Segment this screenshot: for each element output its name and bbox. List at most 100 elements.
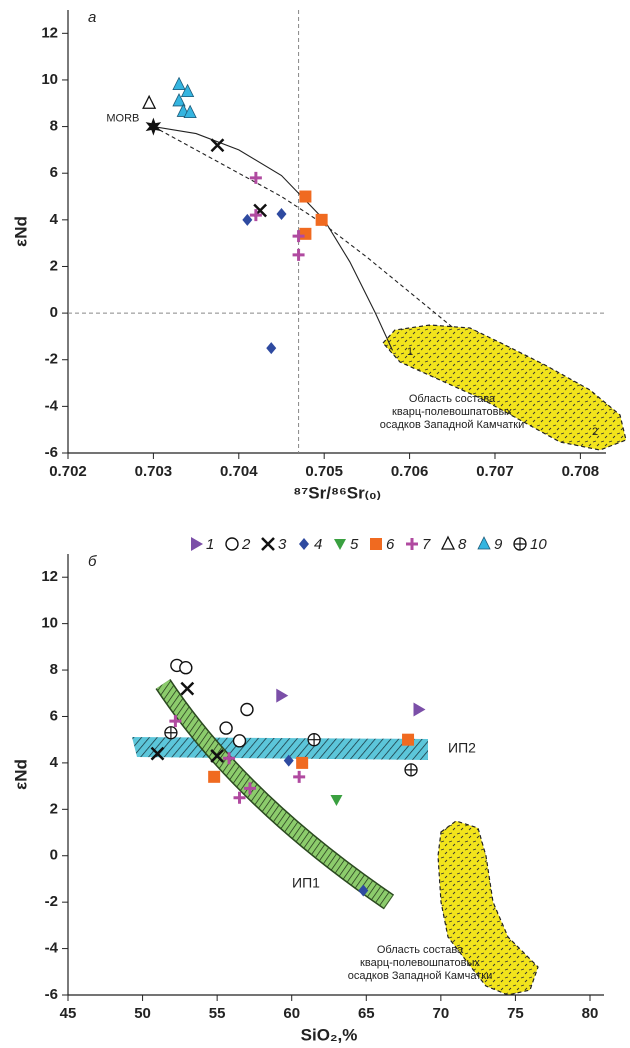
trend-band <box>132 737 428 760</box>
marker-star <box>145 117 162 136</box>
marker-triangle-open <box>142 94 157 109</box>
marker-plus <box>243 782 256 795</box>
region-label: кварц-полевошпатовых <box>392 406 512 418</box>
y-axis-title: εNd <box>11 759 30 790</box>
y-tick-label: 4 <box>50 211 59 228</box>
marker-diamond <box>266 342 277 355</box>
marker-part <box>514 538 526 550</box>
marker-triangle-open <box>440 535 456 550</box>
band-label: ИП1 <box>292 875 320 891</box>
y-tick-label: 0 <box>50 847 58 864</box>
mixing-curve <box>153 126 394 351</box>
marker-triangle <box>183 104 197 118</box>
marker-diamond <box>283 754 294 767</box>
y-tick-label: -6 <box>45 986 58 1003</box>
curve-label: 2 <box>592 426 598 438</box>
x-tick-label: 0.706 <box>391 463 429 480</box>
x-tick-label: 70 <box>433 1005 450 1022</box>
marker-square <box>370 538 382 550</box>
marker-x <box>261 537 275 551</box>
marker-triangle <box>172 76 186 91</box>
marker-plus <box>292 248 305 261</box>
marker-plus <box>249 171 262 184</box>
x-tick-label: 0.707 <box>476 463 514 480</box>
marker-plus <box>292 230 305 243</box>
x-tick-label: 0.708 <box>562 463 600 480</box>
x-tick-label: 75 <box>507 1005 524 1022</box>
marker-circle-plus <box>307 733 321 747</box>
y-tick-label: 12 <box>41 568 58 585</box>
x-tick-label: 65 <box>358 1005 375 1022</box>
x-tick-label: 55 <box>209 1005 226 1022</box>
marker-triangle <box>172 93 186 107</box>
y-tick-label: 10 <box>41 615 58 632</box>
marker-diamond <box>358 884 369 897</box>
y-tick-label: -2 <box>45 351 58 368</box>
x-axis-title: SiO₂,% <box>301 1025 358 1044</box>
y-tick-label: 4 <box>50 754 59 771</box>
marker-diamond <box>242 213 253 226</box>
marker-square <box>296 756 309 769</box>
marker-triangle <box>180 83 195 98</box>
marker-square <box>299 190 312 203</box>
marker-plus <box>293 770 306 783</box>
legend-label: 7 <box>422 536 431 553</box>
y-tick-label: -6 <box>45 444 58 461</box>
x-tick-label: 0.703 <box>135 463 173 480</box>
marker-triangle-right <box>276 688 289 703</box>
marker-triangle-down <box>330 795 343 807</box>
mixing-curve <box>153 126 453 328</box>
marker-plus <box>233 791 246 804</box>
y-tick-label: 12 <box>41 24 58 41</box>
marker-circle <box>232 734 247 748</box>
y-axis-title: εNd <box>11 216 30 247</box>
x-tick-label: 0.702 <box>49 463 87 480</box>
marker-circle-plus <box>404 763 418 777</box>
legend-label: 5 <box>350 536 359 553</box>
region-label: Область состава <box>377 944 464 956</box>
marker-square <box>315 213 328 226</box>
marker-circle-plus <box>513 537 527 551</box>
marker-square <box>208 770 221 783</box>
y-tick-label: -4 <box>45 940 59 957</box>
marker-circle <box>219 721 233 735</box>
marker-triangle-right <box>413 702 426 717</box>
composition-region <box>437 820 539 996</box>
marker-diamond <box>276 208 287 221</box>
region-label: осадков Западной Камчатки <box>380 419 524 431</box>
panel-label: б <box>88 553 97 570</box>
marker-part <box>308 733 321 746</box>
marker-circle <box>225 537 239 551</box>
marker-x <box>210 138 225 153</box>
legend-label: 2 <box>241 536 251 553</box>
marker-square <box>402 733 415 746</box>
x-tick-label: 60 <box>283 1005 300 1022</box>
annotation: MORB <box>106 112 139 124</box>
region-label: Область состава <box>409 393 496 405</box>
marker-square <box>299 227 312 240</box>
marker-triangle <box>477 536 491 550</box>
marker-plus <box>223 752 236 765</box>
legend-label: 3 <box>278 536 287 553</box>
marker-plus <box>406 538 418 550</box>
marker-part <box>405 763 418 776</box>
y-tick-label: -2 <box>45 893 58 910</box>
legend-label: 6 <box>386 536 395 553</box>
band-label: ИП2 <box>448 740 476 756</box>
legend-label: 9 <box>494 536 503 553</box>
marker-triangle-down <box>334 539 346 550</box>
y-tick-label: 10 <box>41 71 58 88</box>
legend-label: 4 <box>314 536 322 553</box>
marker-circle-plus <box>164 726 178 740</box>
marker-circle <box>240 702 254 717</box>
y-tick-label: 0 <box>50 304 58 321</box>
x-tick-label: 80 <box>582 1005 599 1022</box>
marker-triangle-right <box>191 537 203 551</box>
y-tick-label: 8 <box>50 661 58 678</box>
marker-x <box>150 746 165 761</box>
composition-region <box>382 324 627 451</box>
marker-diamond <box>299 538 309 550</box>
curve-label: 1 <box>407 346 413 358</box>
marker-x <box>210 749 225 763</box>
